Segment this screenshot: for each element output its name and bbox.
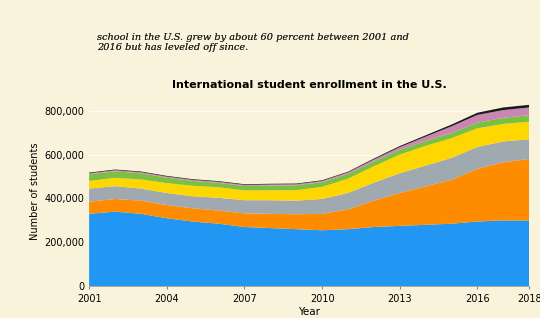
Text: school in the U.S. grew by about 60 percent between 2001 and
2016 but has levele: school in the U.S. grew by about 60 perc… — [97, 33, 409, 52]
Text: school in the U.S. grew by about 60 percent between 2001 and
2016 but has levele: school in the U.S. grew by about 60 perc… — [97, 33, 409, 52]
X-axis label: Year: Year — [298, 307, 320, 317]
Y-axis label: Number of students: Number of students — [30, 142, 40, 239]
Title: International student enrollment in the U.S.: International student enrollment in the … — [172, 80, 447, 90]
